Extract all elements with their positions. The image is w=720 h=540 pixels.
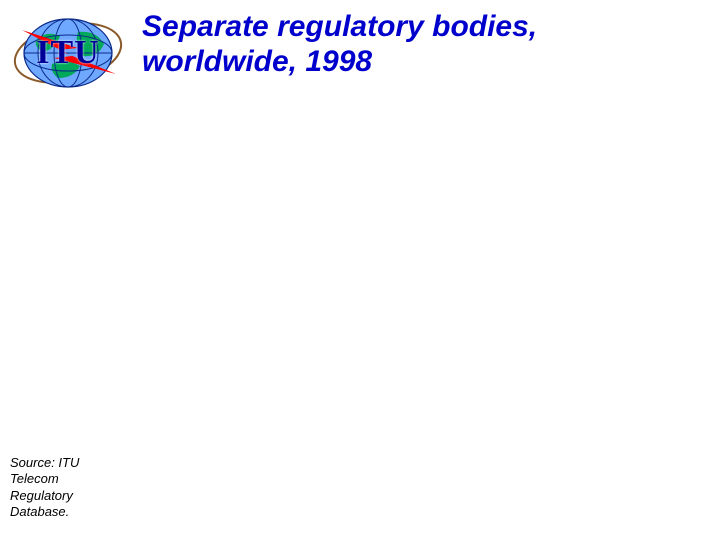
source-citation: Source: ITU Telecom Regulatory Database. <box>10 455 120 520</box>
itu-logo-text: ITU <box>36 34 99 72</box>
header-row: ITU Separate regulatory bodies, worldwid… <box>0 0 720 98</box>
title-line-1: Separate regulatory bodies, <box>142 10 537 43</box>
itu-logo: ITU <box>8 8 128 98</box>
title-line-2: worldwide, 1998 <box>142 45 372 78</box>
slide-title: Separate regulatory bodies, worldwide, 1… <box>128 8 537 79</box>
